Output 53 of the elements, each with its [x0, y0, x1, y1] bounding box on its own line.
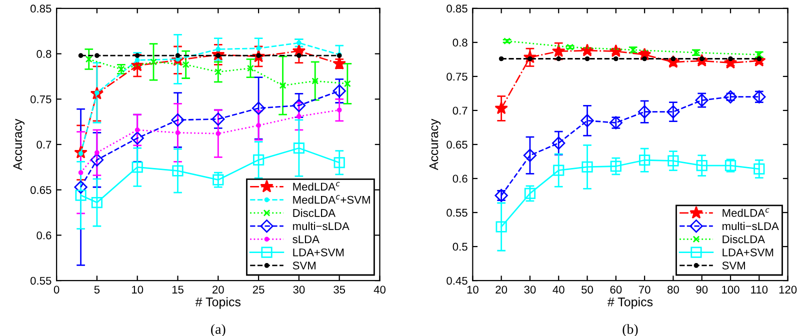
legend-label: LDA+SVM: [722, 248, 774, 256]
legend-label: SVM: [722, 262, 745, 270]
x-tick-label: 35: [334, 286, 346, 294]
y-tick-label: 0.55: [30, 276, 52, 285]
legend-label: LDA+SVM: [293, 248, 344, 256]
x-tick-label: 100: [722, 286, 740, 294]
legend-label: DiscLDA: [293, 208, 336, 217]
y-tick-label: 0.75: [30, 95, 52, 104]
x-tick-label: 40: [374, 286, 386, 294]
x-tick-label: 20: [212, 286, 224, 294]
y-tick-label: 0.5: [452, 242, 468, 251]
x-tick-label: 20: [496, 286, 508, 294]
y-tick-label: 0.8: [36, 50, 52, 58]
x-tick-label: 120: [779, 286, 797, 294]
y-axis-title: Accuracy: [429, 118, 441, 170]
legend-label: multi−sLDA: [722, 222, 779, 230]
y-tick-label: 0.85: [446, 4, 468, 13]
y-tick-label: 0.65: [446, 140, 468, 149]
y-tick-label: 0.45: [446, 276, 468, 285]
x-tick-label: 90: [696, 286, 708, 294]
x-tick-label: 10: [467, 286, 478, 294]
y-tick-label: 0.6: [452, 174, 468, 183]
x-tick-label: 30: [524, 286, 536, 294]
legend-label: sLDA: [292, 235, 320, 244]
legend-label: MedLDA$^{c}$: [722, 208, 770, 217]
legend-label: SVM: [292, 262, 316, 270]
x-tick-label: 15: [172, 286, 184, 294]
x-axis-title: # Topics: [607, 297, 653, 309]
x-tick-label: 5: [94, 286, 100, 294]
legend-label: DiscLDA: [722, 235, 765, 244]
y-tick-label: 0.7: [452, 106, 468, 115]
x-tick-label: 110: [751, 286, 768, 294]
x-tick-label: 25: [252, 286, 264, 294]
y-tick-label: 0.65: [30, 186, 52, 194]
y-tick-label: 0.75: [446, 72, 468, 81]
y-tick-label: 0.85: [30, 4, 52, 13]
y-tick-label: 0.6: [36, 231, 52, 240]
legend-label: multi−sLDA: [293, 222, 350, 230]
x-tick-label: 10: [132, 286, 144, 294]
y-tick-label: 0.55: [446, 208, 468, 217]
x-tick-label: 70: [638, 286, 650, 294]
x-tick-label: 60: [610, 286, 622, 294]
y-tick-label: 0.7: [36, 140, 52, 149]
x-tick-label: 80: [668, 286, 679, 294]
legend-label: MedLDA$^{c}$: [293, 182, 340, 191]
y-tick-label: 0.8: [452, 38, 468, 47]
x-tick-label: 30: [293, 286, 305, 294]
x-tick-label: 0: [54, 286, 60, 294]
legend-label: MedLDA$^{c}$+SVM: [293, 195, 370, 204]
x-axis-title: # Topics: [195, 297, 241, 309]
x-tick-label: 40: [552, 286, 564, 294]
y-axis-title: Accuracy: [13, 118, 25, 170]
x-tick-label: 50: [582, 286, 594, 294]
